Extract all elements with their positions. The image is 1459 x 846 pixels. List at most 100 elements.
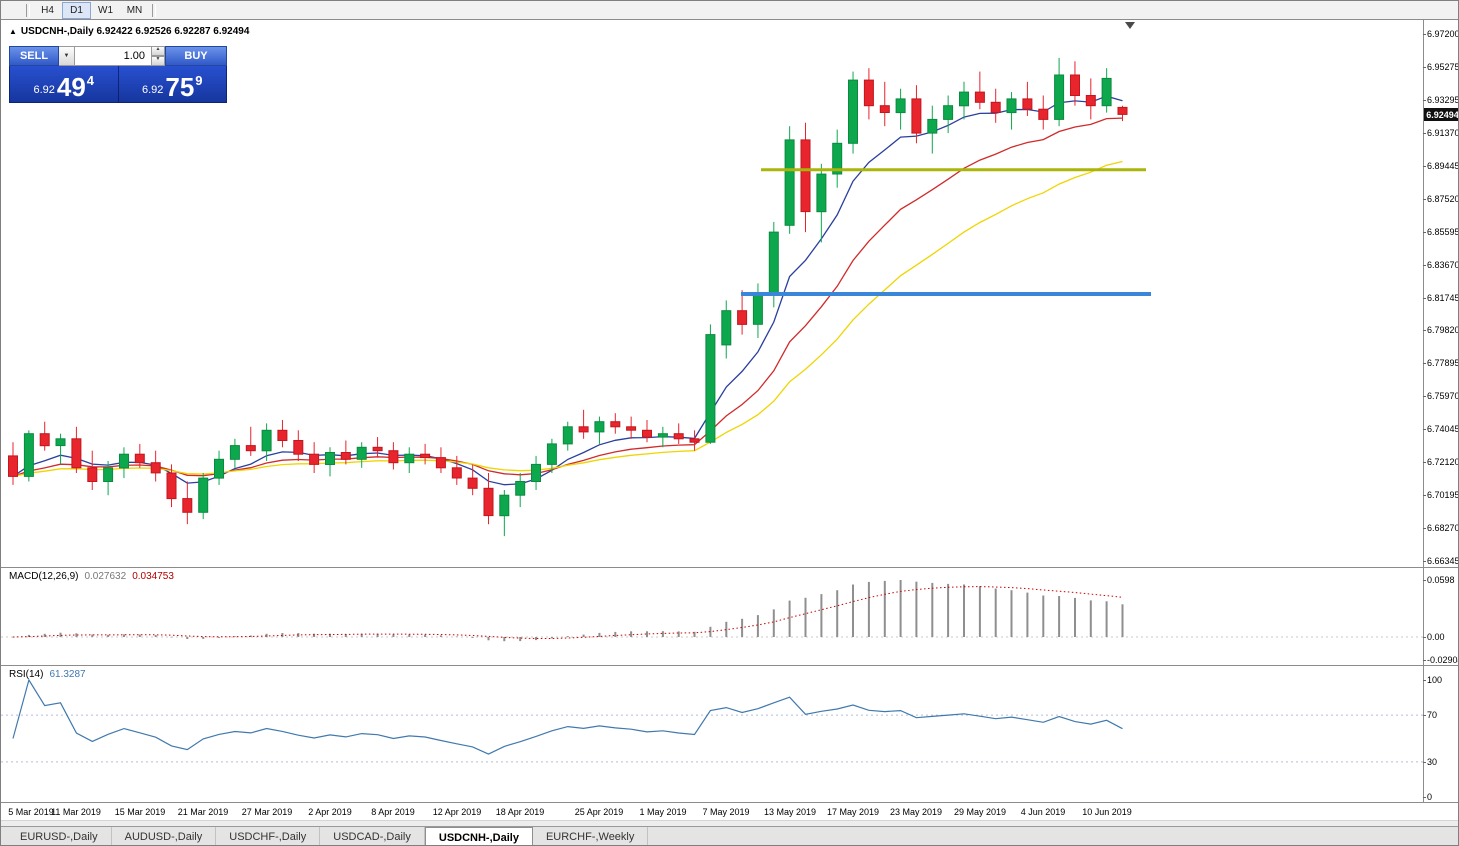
price-axis-label: 6.75970 <box>1423 391 1459 402</box>
candle-body <box>1101 77 1112 107</box>
toolbar-separator <box>26 3 30 17</box>
tab-usdchf-daily[interactable]: USDCHF-,Daily <box>216 827 321 845</box>
main-chart-panel: ▲ USDCNH-,Daily 6.92422 6.92526 6.92287 6… <box>1 20 1458 567</box>
tab-eurusd-daily[interactable]: EURUSD-,Daily <box>7 827 112 845</box>
candle-body <box>626 426 637 431</box>
candle-body <box>451 467 462 479</box>
candle-body <box>863 79 874 107</box>
price-chart[interactable] <box>1 20 1423 567</box>
rsi-line <box>12 678 1123 755</box>
candle-body <box>435 457 446 469</box>
rsi-indicator[interactable] <box>1 666 1423 802</box>
time-axis-label: 17 May 2019 <box>826 807 880 817</box>
macd-axis-label: 0.00 <box>1423 632 1445 642</box>
time-axis-label: 10 Jun 2019 <box>1082 807 1132 817</box>
candle-body <box>515 481 526 496</box>
time-axis-label: 13 May 2019 <box>763 807 817 817</box>
sell-button[interactable]: SELL <box>9 46 59 66</box>
candle-body <box>594 421 605 433</box>
timeframe-button-h4[interactable]: H4 <box>41 4 54 16</box>
price-axis[interactable]: 6.97200 6.95275 6.93295 6.91370 6.89445 6.875… <box>1423 20 1459 567</box>
candle-body <box>784 139 795 226</box>
buy-button[interactable]: BUY <box>165 46 227 66</box>
candle-body <box>1070 74 1080 96</box>
timeframe-button-d1[interactable]: D1 <box>62 1 91 19</box>
price-axis-label: 6.87520 <box>1423 193 1459 204</box>
volume-dropdown-button[interactable]: ▼ <box>59 46 75 66</box>
price-axis-label: 6.70195 <box>1423 490 1459 501</box>
horizontal-scrollbar[interactable] <box>1 820 1458 826</box>
time-axis-label: 4 Jun 2019 <box>1020 807 1066 817</box>
buy-quote-button[interactable]: 6.92 75 9 <box>119 66 227 102</box>
candle-body <box>372 446 383 452</box>
candle-body <box>879 105 890 113</box>
candle-body <box>737 310 748 325</box>
time-axis-label: 21 Mar 2019 <box>177 807 229 817</box>
candle-body <box>657 433 668 438</box>
tab-usdcad-daily[interactable]: USDCAD-,Daily <box>320 827 425 845</box>
tab-audusd-daily[interactable]: AUDUSD-,Daily <box>112 827 217 845</box>
time-axis-label: 2 Apr 2019 <box>308 807 352 817</box>
chart-shift-marker-icon[interactable] <box>1125 22 1135 29</box>
candle-body <box>134 453 145 464</box>
macd-signal-line <box>12 586 1123 639</box>
candle-body <box>673 433 684 440</box>
candle-body <box>467 477 478 489</box>
candle-body <box>277 429 288 441</box>
time-axis-label: 29 May 2019 <box>953 807 1007 817</box>
ma-line-mid-red <box>12 117 1123 478</box>
candle-body <box>974 91 985 103</box>
candle-body <box>356 446 367 460</box>
candle-body <box>483 487 494 517</box>
tab-usdcnh-daily[interactable]: USDCNH-,Daily <box>424 827 533 845</box>
candle-body <box>420 453 431 459</box>
candle-body <box>340 452 351 460</box>
macd-axis[interactable]: 0.0598 0.00 -0.02904 <box>1423 568 1458 665</box>
current-price-badge: 6.92494 <box>1424 108 1458 121</box>
candle-body <box>562 426 573 445</box>
candle-body <box>800 139 811 213</box>
time-axis-label: 7 May 2019 <box>702 807 750 817</box>
stepper-up-icon[interactable]: ▲ <box>152 46 165 56</box>
candle-body <box>55 438 66 447</box>
sell-price-point: 4 <box>86 73 95 88</box>
candle-body <box>816 173 827 213</box>
buy-price-prefix: 6.92 <box>141 84 164 96</box>
candle-body <box>166 472 177 500</box>
candle-body <box>610 421 621 428</box>
candle-body <box>1085 95 1096 107</box>
buy-price-pips: 75 <box>165 72 195 102</box>
timeframe-button-mn[interactable]: MN <box>126 4 143 16</box>
time-axis[interactable]: 5 Mar 2019 11 Mar 2019 15 Mar 2019 21 Mar 2… <box>1 802 1458 820</box>
tab-eurchf-weekly[interactable]: EURCHF-,Weekly <box>533 827 649 845</box>
candle-body <box>8 455 18 477</box>
volume-stepper: ▲ ▼ <box>152 46 165 66</box>
time-axis-label: 12 Apr 2019 <box>432 807 482 817</box>
rsi-panel: RSI(14) 61.3287 100 70 30 0 <box>1 665 1458 802</box>
macd-indicator[interactable] <box>1 568 1423 665</box>
time-axis-label: 25 Apr 2019 <box>574 807 624 817</box>
rsi-axis-label: 100 <box>1422 675 1443 685</box>
stepper-down-icon[interactable]: ▼ <box>152 56 165 66</box>
sell-quote-button[interactable]: 6.92 49 4 <box>10 66 119 102</box>
volume-input[interactable] <box>75 46 152 66</box>
candle-body <box>642 429 652 438</box>
candle-body <box>911 98 922 134</box>
candle-body <box>309 453 320 465</box>
candle-body <box>721 310 732 346</box>
price-axis-label: 6.97200 <box>1423 29 1459 39</box>
timeframe-button-w1[interactable]: W1 <box>98 4 113 16</box>
candle-body <box>404 453 415 464</box>
ma-line-slow-yellow <box>12 160 1123 478</box>
timeframe-toolbar: H4 D1 W1 MN <box>1 1 1458 20</box>
candle-body <box>752 293 763 325</box>
chart-tabs: EURUSD-,Daily AUDUSD-,Daily USDCHF-,Daily U… <box>1 826 1458 845</box>
candle-body <box>182 498 193 513</box>
macd-axis-label: 0.0598 <box>1423 575 1455 585</box>
collapse-panel-icon[interactable]: ▲ <box>9 27 17 36</box>
candle-body <box>832 142 843 175</box>
chevron-down-icon: ▼ <box>63 53 70 59</box>
price-axis-label: 6.95275 <box>1423 61 1459 72</box>
rsi-axis[interactable]: 100 70 30 0 <box>1422 666 1458 802</box>
